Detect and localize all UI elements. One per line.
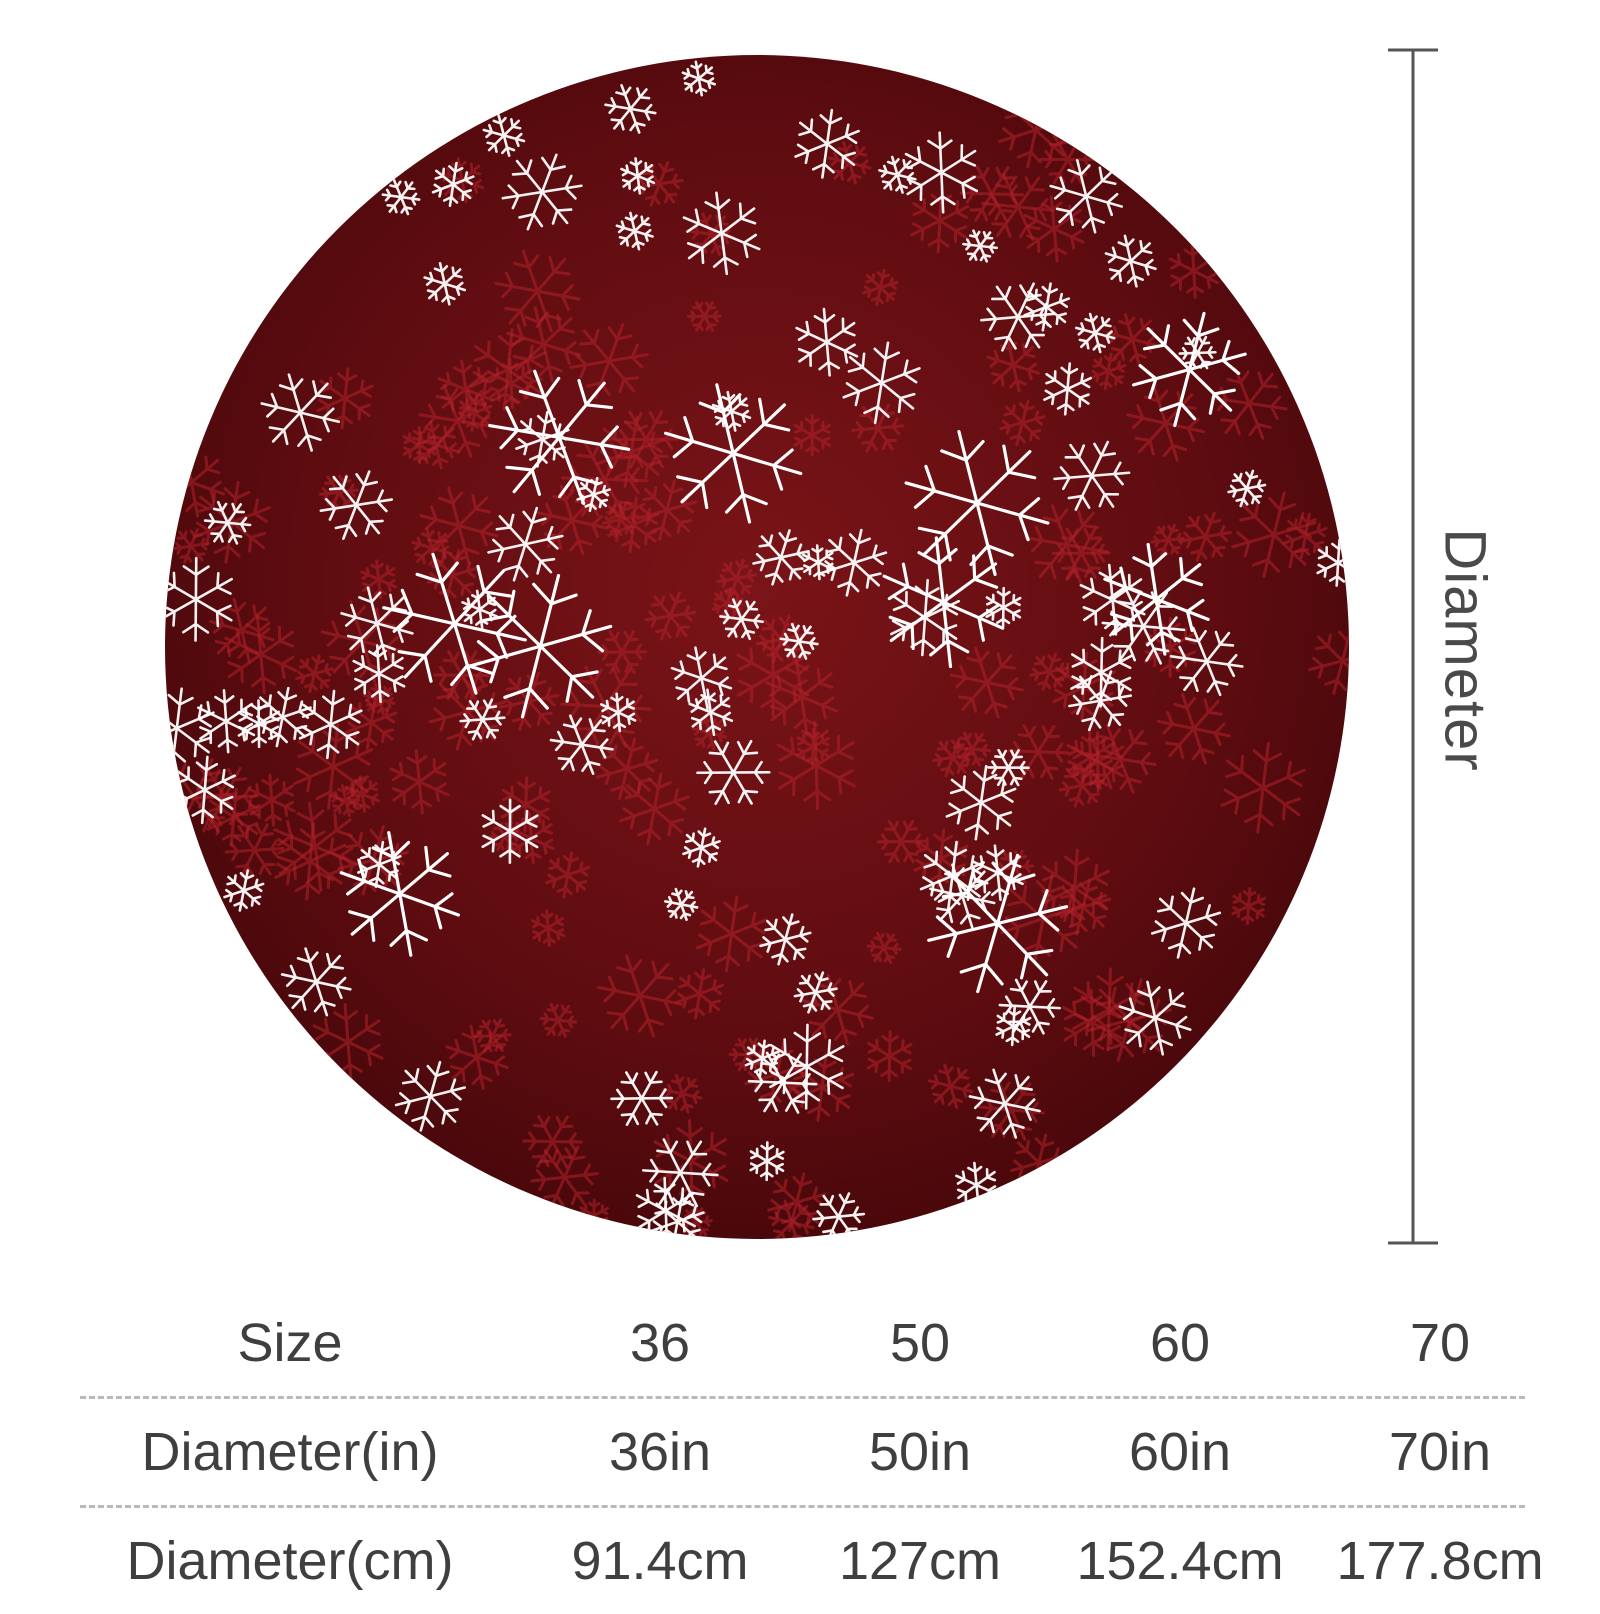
diameter-cm-cell: 127cm bbox=[838, 1531, 1002, 1591]
diameter-label: Diameter bbox=[1432, 528, 1498, 772]
diameter-in-row-header: Diameter(in) bbox=[141, 1422, 439, 1482]
size-table: Size 36 50 60 70 Diameter(in) 36in 50in … bbox=[80, 1290, 1544, 1614]
diameter-in-row: Diameter(in) 36in 50in 60in 70in bbox=[80, 1399, 1525, 1505]
rug-circle bbox=[165, 55, 1349, 1239]
diameter-measure-line bbox=[1388, 48, 1438, 1245]
diameter-cm-row-header: Diameter(cm) bbox=[126, 1531, 454, 1591]
table-divider bbox=[80, 1396, 1525, 1399]
table-divider bbox=[80, 1505, 1525, 1508]
diameter-in-cell: 60in bbox=[1128, 1422, 1232, 1482]
diameter-cm-row: Diameter(cm) 91.4cm 127cm 152.4cm 177.8c… bbox=[80, 1508, 1543, 1614]
size-row: Size 36 50 60 70 bbox=[80, 1290, 1525, 1396]
diameter-cm-cell: 177.8cm bbox=[1336, 1531, 1544, 1591]
size-cell: 36 bbox=[629, 1313, 691, 1373]
diameter-in-cell: 36in bbox=[608, 1422, 712, 1482]
size-cell: 50 bbox=[889, 1313, 951, 1373]
diameter-cm-cell: 152.4cm bbox=[1076, 1531, 1284, 1591]
diameter-in-cell: 70in bbox=[1388, 1422, 1492, 1482]
diameter-in-cell: 50in bbox=[868, 1422, 972, 1482]
diameter-cm-cell: 91.4cm bbox=[571, 1531, 749, 1591]
size-cell: 60 bbox=[1149, 1313, 1211, 1373]
size-cell: 70 bbox=[1409, 1313, 1471, 1373]
size-row-header: Size bbox=[237, 1313, 343, 1373]
